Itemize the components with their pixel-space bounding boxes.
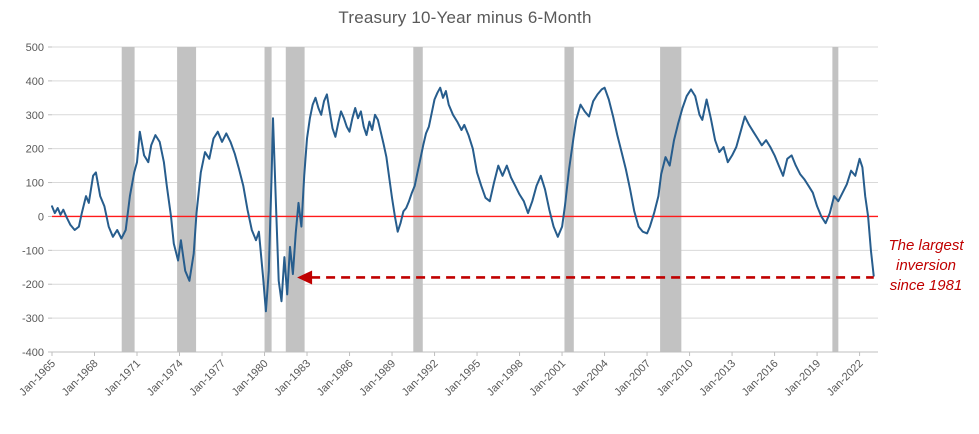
y-tick-label: -400 (22, 347, 44, 359)
recession-band (564, 47, 574, 352)
x-tick-label: Jan-2004 (570, 358, 611, 399)
x-tick-label: Jan-1998 (485, 358, 526, 399)
recession-band (413, 47, 423, 352)
x-tick-label: Jan-1986 (315, 358, 356, 399)
y-tick-label: 100 (26, 178, 44, 190)
x-tick-label: Jan-2007 (612, 358, 653, 399)
x-tick-label: Jan-2010 (655, 358, 696, 399)
x-tick-label: Jan-1983 (272, 358, 313, 399)
chart-title: Treasury 10-Year minus 6-Month (338, 8, 592, 27)
recession-band (264, 47, 272, 352)
y-tick-label: 400 (26, 76, 44, 88)
x-tick-label: Jan-1968 (60, 358, 101, 399)
x-tick-label: Jan-1965 (17, 358, 58, 399)
x-tick-label: Jan-1992 (400, 358, 441, 399)
recession-band (660, 47, 682, 352)
x-tick-label: Jan-1974 (145, 358, 186, 399)
annotation-arrowhead (297, 270, 313, 285)
recession-band (121, 47, 135, 352)
x-tick-label: Jan-1989 (357, 358, 398, 399)
x-tick-label: Jan-1980 (230, 358, 271, 399)
x-tick-label: Jan-1971 (102, 358, 143, 399)
y-tick-label: -200 (22, 279, 44, 291)
x-tick-label: Jan-1995 (442, 358, 483, 399)
x-tick-label: Jan-2001 (527, 358, 568, 399)
y-tick-label: 300 (26, 110, 44, 122)
y-tick-label: -300 (22, 313, 44, 325)
x-tick-label: Jan-1977 (187, 358, 228, 399)
x-tick-label: Jan-2019 (782, 358, 823, 399)
x-tick-label: Jan-2022 (825, 358, 866, 399)
recession-band (177, 47, 197, 352)
x-tick-label: Jan-2013 (697, 358, 738, 399)
recession-band (285, 47, 305, 352)
y-tick-label: 500 (26, 42, 44, 54)
recession-band (832, 47, 839, 352)
annotation-label: The largest inversion since 1981 (888, 237, 964, 294)
y-tick-label: -100 (22, 245, 44, 257)
series-line (51, 86, 875, 313)
y-tick-label: 0 (38, 211, 44, 223)
x-tick-label: Jan-2016 (740, 358, 781, 399)
y-tick-label: 200 (26, 144, 44, 156)
